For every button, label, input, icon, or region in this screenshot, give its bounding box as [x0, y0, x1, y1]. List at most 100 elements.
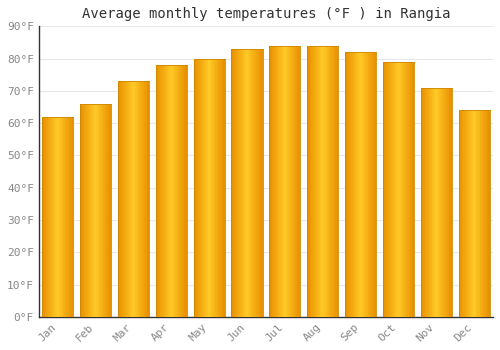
Bar [299, 46, 300, 317]
Bar [346, 52, 348, 317]
Bar [165, 65, 166, 317]
Bar [359, 52, 360, 317]
Bar [482, 110, 484, 317]
Bar [427, 88, 428, 317]
Bar [318, 46, 319, 317]
Bar [68, 117, 70, 317]
Bar [358, 52, 359, 317]
Bar [475, 110, 476, 317]
Bar [256, 49, 257, 317]
Bar [140, 81, 141, 317]
Bar [298, 46, 299, 317]
Bar [148, 81, 149, 317]
Bar [186, 65, 187, 317]
Bar [48, 117, 49, 317]
Bar [354, 52, 355, 317]
Bar [451, 88, 452, 317]
Bar [257, 49, 258, 317]
Bar [444, 88, 445, 317]
Bar [57, 117, 58, 317]
Bar [370, 52, 372, 317]
Bar [277, 46, 278, 317]
Bar [489, 110, 490, 317]
Bar [163, 65, 164, 317]
Bar [349, 52, 350, 317]
Bar [471, 110, 472, 317]
Bar [238, 49, 239, 317]
Bar [223, 58, 224, 317]
Bar [288, 46, 290, 317]
Bar [333, 46, 334, 317]
Bar [332, 46, 333, 317]
Bar [219, 58, 220, 317]
Bar [275, 46, 276, 317]
Bar [178, 65, 179, 317]
Bar [120, 81, 121, 317]
Bar [105, 104, 106, 317]
Bar [387, 62, 388, 317]
Bar [168, 65, 169, 317]
Bar [252, 49, 253, 317]
Bar [214, 58, 216, 317]
Bar [208, 58, 209, 317]
Bar [118, 81, 120, 317]
Bar [389, 62, 390, 317]
Bar [355, 52, 356, 317]
Bar [194, 58, 195, 317]
Bar [365, 52, 366, 317]
Bar [430, 88, 431, 317]
Bar [438, 88, 440, 317]
Bar [129, 81, 130, 317]
Bar [407, 62, 408, 317]
Bar [468, 110, 469, 317]
Bar [461, 110, 462, 317]
Bar [467, 110, 468, 317]
Bar [437, 88, 438, 317]
Bar [316, 46, 318, 317]
Bar [476, 110, 477, 317]
Bar [145, 81, 146, 317]
Bar [260, 49, 261, 317]
Bar [101, 104, 102, 317]
Bar [216, 58, 217, 317]
Bar [276, 46, 277, 317]
Bar [295, 46, 296, 317]
Bar [161, 65, 162, 317]
Bar [470, 110, 471, 317]
Bar [72, 117, 74, 317]
Bar [233, 49, 234, 317]
Bar [47, 117, 48, 317]
Bar [296, 46, 298, 317]
Bar [182, 65, 183, 317]
Bar [421, 88, 422, 317]
Bar [173, 65, 174, 317]
Bar [281, 46, 282, 317]
Bar [202, 58, 203, 317]
Bar [179, 65, 180, 317]
Bar [95, 104, 96, 317]
Bar [107, 104, 108, 317]
Bar [324, 46, 325, 317]
Bar [398, 62, 399, 317]
Bar [175, 65, 176, 317]
Bar [213, 58, 214, 317]
Bar [478, 110, 479, 317]
Bar [282, 46, 284, 317]
Bar [222, 58, 223, 317]
Bar [446, 88, 447, 317]
Bar [290, 46, 291, 317]
Bar [331, 46, 332, 317]
Bar [61, 117, 62, 317]
Bar [200, 58, 202, 317]
Bar [97, 104, 98, 317]
Bar [121, 81, 122, 317]
Bar [130, 81, 131, 317]
Bar [445, 88, 446, 317]
Bar [325, 46, 326, 317]
Bar [127, 81, 128, 317]
Bar [106, 104, 107, 317]
Bar [404, 62, 406, 317]
Bar [462, 110, 464, 317]
Bar [484, 110, 485, 317]
Bar [386, 62, 387, 317]
